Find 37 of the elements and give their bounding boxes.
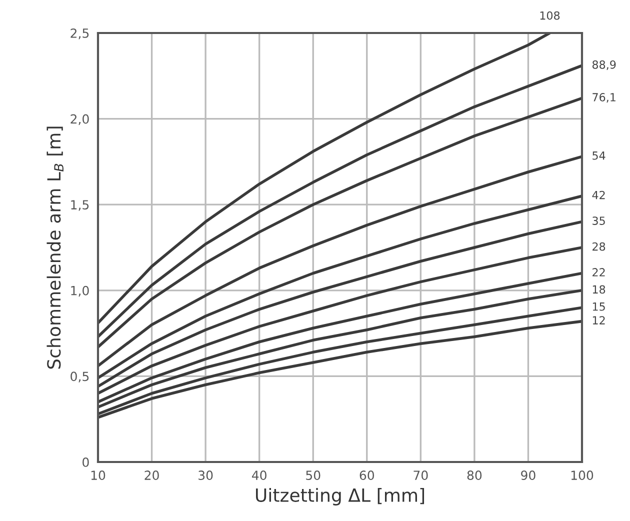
series-label: 54	[592, 152, 606, 160]
series-label: 18	[592, 285, 606, 294]
x-tick-label: 70	[414, 470, 428, 480]
line-series	[98, 272, 582, 404]
series-label: 35	[592, 216, 605, 225]
x-tick-label: 20	[144, 470, 159, 480]
y-tick-label: 2,0	[70, 114, 89, 125]
line-series	[98, 155, 582, 368]
line-series	[98, 306, 582, 416]
series-label: 22	[592, 268, 605, 276]
series-label: 15	[592, 302, 605, 311]
y-tick-label: 2,5	[70, 28, 89, 40]
y-tick-label: 1,0	[71, 286, 89, 297]
line-series	[98, 194, 582, 380]
x-axis-title: Uitzetting ΔL [mm]	[256, 488, 424, 506]
y-tick-label: 1,5	[71, 200, 89, 211]
line-series	[98, 246, 582, 395]
series-label: 28	[592, 242, 606, 251]
x-tick-label: 10	[91, 470, 106, 480]
y-tick-label: 0,5	[70, 372, 89, 382]
line-series	[98, 289, 582, 408]
line-series	[98, 33, 552, 324]
series-label: 42	[592, 190, 605, 200]
x-tick-label: 30	[198, 470, 213, 480]
x-tick-label: 40	[252, 470, 266, 480]
y-axis-title: Schommelende arm L$_{B}$ [m]	[46, 126, 64, 369]
x-tick-label: 50	[306, 470, 320, 480]
series-label: 108	[540, 11, 560, 20]
x-tick-label: 90	[521, 470, 536, 480]
line-series	[98, 220, 582, 388]
y-tick-label: 0	[82, 457, 89, 467]
x-tick-label: 100	[571, 470, 594, 480]
x-tick-label: 80	[467, 470, 482, 480]
series-label: 88,9	[592, 60, 616, 70]
x-tick-label: 60	[360, 470, 374, 480]
series-label: 12	[592, 316, 605, 324]
series-label: 76,1	[592, 93, 616, 103]
